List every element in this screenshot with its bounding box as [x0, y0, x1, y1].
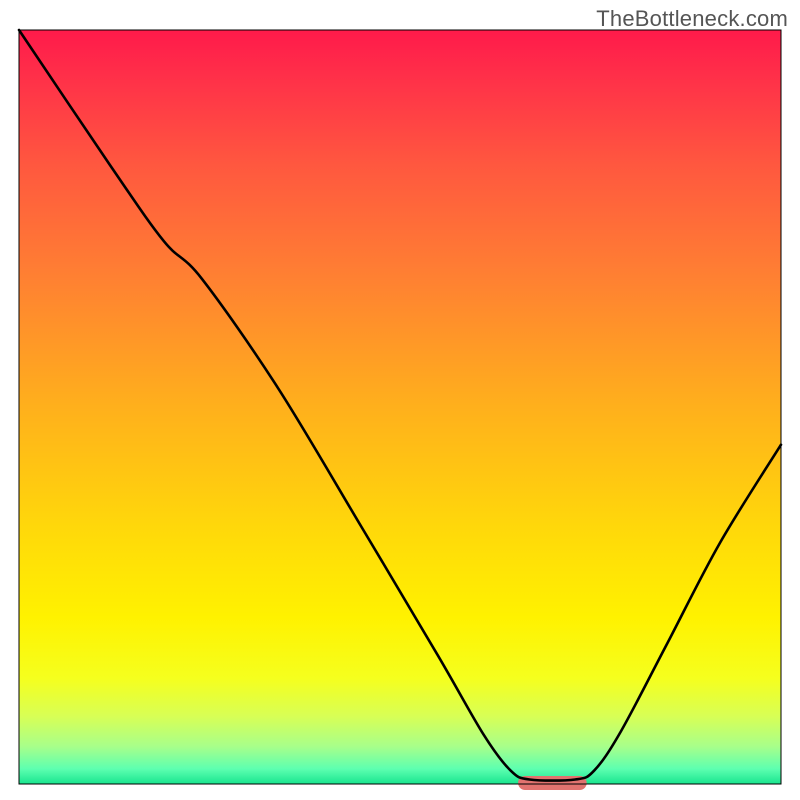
- gradient-background: [19, 30, 781, 784]
- bottleneck-chart: TheBottleneck.com: [0, 0, 800, 800]
- chart-svg: [0, 0, 800, 800]
